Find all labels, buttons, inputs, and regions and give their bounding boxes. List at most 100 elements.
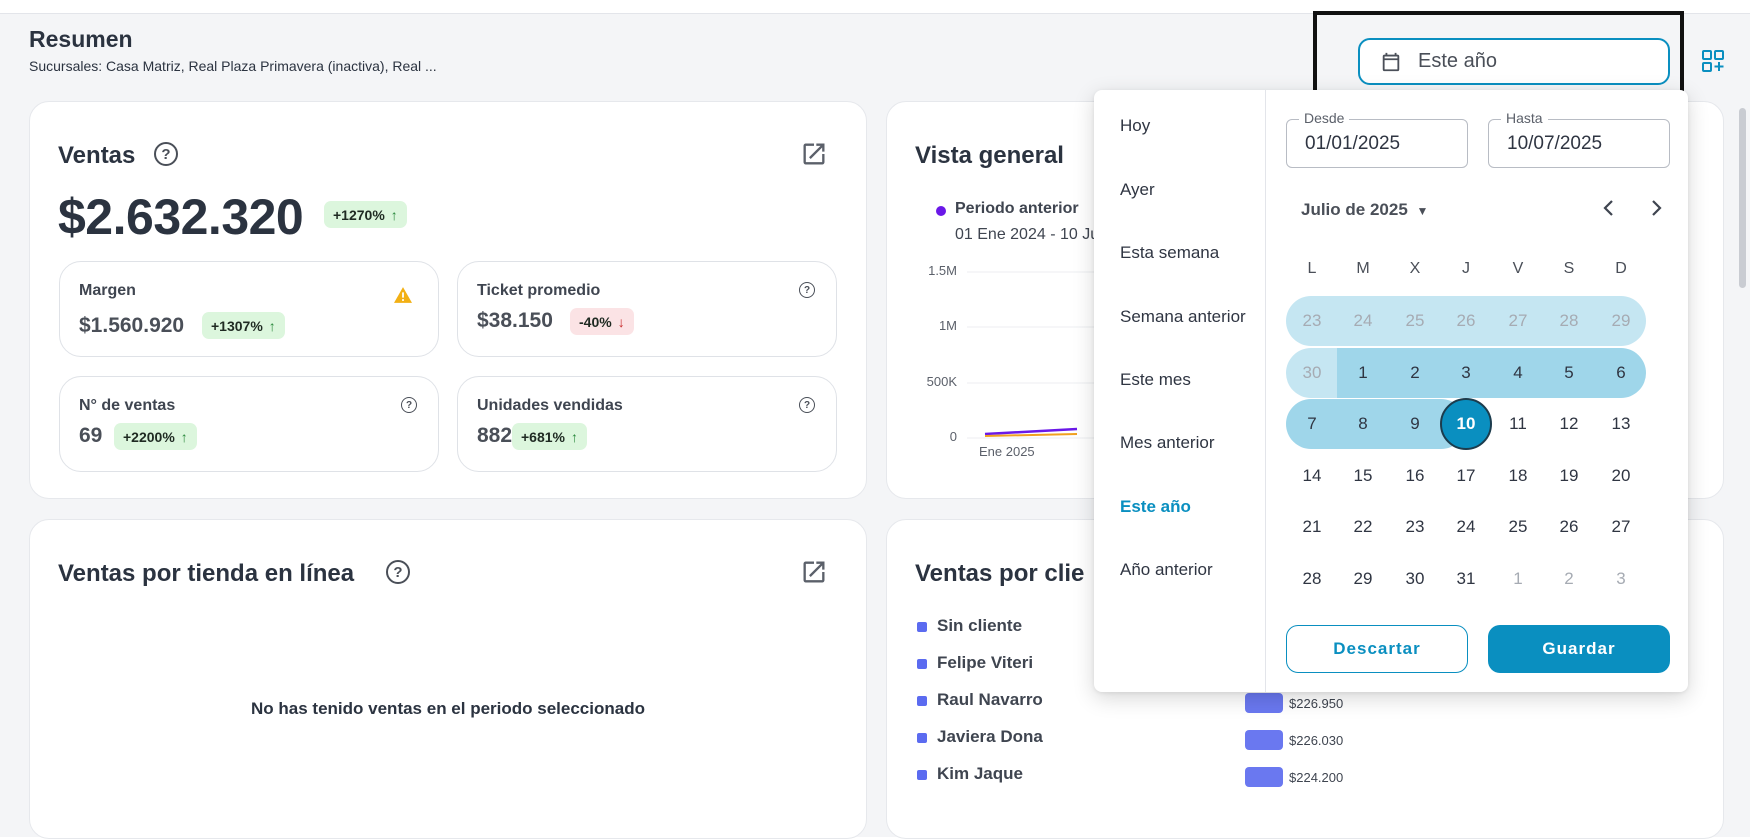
calendar-day[interactable]: 23 (1302, 311, 1322, 330)
calendar-day[interactable]: 4 (1513, 363, 1523, 382)
preset-list: Hoy Ayer Esta semana Semana anterior Est… (1094, 90, 1266, 692)
calendar-day[interactable]: 7 (1307, 414, 1317, 433)
calendar-day[interactable]: 3 (1616, 569, 1626, 588)
badge-value: +1270% (333, 206, 385, 223)
calendar-day[interactable]: 22 (1353, 517, 1373, 536)
calendar-day[interactable]: 14 (1302, 466, 1322, 485)
calendar-day[interactable]: 25 (1405, 311, 1425, 330)
sales-card: Ventas ? $2.632.320 +1270% ↑ Margen $1.5… (29, 101, 867, 499)
chevron-left-icon (1603, 200, 1613, 216)
warning-icon[interactable] (394, 287, 412, 303)
calendar-day[interactable]: 1 (1513, 569, 1523, 588)
preset-last-year[interactable]: Año anterior (1120, 560, 1213, 579)
calendar-day[interactable]: 15 (1353, 466, 1373, 485)
next-month-button[interactable] (1646, 196, 1666, 226)
customer-name: Javiera Dona (937, 727, 1043, 746)
calendar-icon (1382, 52, 1400, 71)
customer-bar (1245, 730, 1283, 750)
help-icon[interactable]: ? (386, 560, 410, 584)
calendar-day[interactable]: 3 (1461, 363, 1471, 382)
preset-this-month[interactable]: Este mes (1120, 370, 1191, 389)
preset-last-week[interactable]: Semana anterior (1120, 307, 1246, 326)
page-scrollbar[interactable] (1739, 108, 1746, 288)
help-icon[interactable]: ? (154, 142, 178, 166)
help-icon[interactable]: ? (799, 282, 815, 298)
preset-today[interactable]: Hoy (1120, 116, 1151, 135)
customer-dot (917, 733, 927, 743)
legend-previous-label[interactable]: Periodo anterior (955, 200, 1079, 217)
help-icon[interactable]: ? (799, 397, 815, 413)
units-sold-metric: Unidades vendidas ? 882 +681% ↑ (457, 376, 837, 472)
customer-name: Raul Navarro (937, 690, 1043, 709)
save-button[interactable]: Guardar (1488, 625, 1670, 673)
arrow-up-icon: ↑ (268, 317, 276, 334)
to-date-label: Hasta (1501, 110, 1548, 126)
calendar-day[interactable]: 28 (1302, 569, 1322, 588)
customer-bar (1245, 693, 1283, 713)
metric-badge: -40% ↓ (570, 308, 634, 335)
previous-month-button[interactable] (1599, 196, 1619, 226)
help-icon[interactable]: ? (401, 397, 417, 413)
customer-bar (1245, 767, 1283, 787)
calendar-day[interactable]: 23 (1405, 517, 1425, 536)
preset-yesterday[interactable]: Ayer (1120, 180, 1155, 199)
calendar-day[interactable]: 24 (1456, 517, 1476, 536)
calendar-day[interactable]: 26 (1559, 517, 1579, 536)
calendar-day[interactable]: 30 (1405, 569, 1425, 588)
arrow-up-icon: ↑ (570, 428, 578, 445)
y-tick: 1M (938, 318, 957, 333)
calendar-day[interactable]: 24 (1353, 311, 1373, 330)
calendar-day[interactable]: 5 (1564, 363, 1574, 382)
calendar-day[interactable]: 2 (1564, 569, 1574, 588)
calendar-day[interactable]: 8 (1358, 414, 1368, 433)
range-highlight-week2 (1337, 348, 1646, 398)
external-link-icon[interactable] (800, 140, 828, 168)
calendar-day[interactable]: 9 (1410, 414, 1420, 433)
range-highlight-week1 (1286, 296, 1646, 346)
calendar-day[interactable]: 2 (1410, 363, 1420, 382)
calendar-day-selected[interactable]: 10 (1456, 414, 1476, 433)
calendar-day[interactable]: 18 (1508, 466, 1528, 485)
calendar-day[interactable]: 19 (1559, 466, 1579, 485)
preset-this-year[interactable]: Este año (1120, 497, 1191, 516)
preset-last-month[interactable]: Mes anterior (1120, 433, 1215, 452)
calendar-day[interactable]: 27 (1611, 517, 1631, 536)
metric-label: Unidades vendidas (477, 397, 623, 414)
calendar-day[interactable]: 21 (1302, 517, 1322, 536)
calendar-day[interactable]: 12 (1559, 414, 1579, 433)
calendar-day[interactable]: 30 (1302, 363, 1322, 382)
sales-total: $2.632.320 (58, 189, 304, 245)
metric-label: N° de ventas (79, 397, 176, 414)
calendar-day[interactable]: 11 (1509, 414, 1527, 433)
calendar-day[interactable]: 13 (1611, 414, 1631, 433)
date-picker-popover: Hoy Ayer Esta semana Semana anterior Est… (1094, 90, 1688, 692)
calendar-day[interactable]: 29 (1353, 569, 1373, 588)
discard-button[interactable]: Descartar (1286, 625, 1468, 673)
calendar-day[interactable]: 16 (1405, 466, 1425, 485)
calendar-day[interactable]: 31 (1456, 569, 1476, 588)
from-date-field[interactable]: Desde 01/01/2025 (1286, 110, 1468, 168)
month-year-switch[interactable]: Julio de 2025 ▼ (1301, 200, 1428, 220)
calendar-day[interactable]: 28 (1559, 311, 1579, 330)
metric-value: $38.150 (477, 309, 553, 332)
metric-value: $1.560.920 (79, 314, 185, 337)
metric-label: Margen (79, 282, 136, 299)
to-date-field[interactable]: Hasta 10/07/2025 (1488, 110, 1670, 168)
calendar-day[interactable]: 1 (1358, 363, 1368, 382)
calendar-day[interactable]: 29 (1611, 311, 1631, 330)
from-date-value: 01/01/2025 (1305, 133, 1401, 154)
calendar-day[interactable]: 20 (1611, 466, 1631, 485)
date-range-select[interactable]: Este año (1358, 38, 1670, 85)
calendar-day[interactable]: 27 (1508, 311, 1528, 330)
weekday-label: V (1512, 260, 1524, 277)
preset-this-week[interactable]: Esta semana (1120, 243, 1220, 262)
calendar-day[interactable]: 25 (1508, 517, 1528, 536)
customer-card-title: Ventas por clie (915, 560, 1085, 587)
selected-day-circle (1440, 398, 1492, 450)
external-link-icon[interactable] (800, 558, 828, 586)
calendar-day[interactable]: 6 (1616, 363, 1626, 382)
calendar-day[interactable]: 17 (1456, 466, 1476, 485)
calendar-day[interactable]: 26 (1456, 311, 1476, 330)
add-widget-icon[interactable] (1701, 49, 1725, 73)
empty-state-message: No has tenido ventas en el periodo selec… (251, 699, 645, 718)
